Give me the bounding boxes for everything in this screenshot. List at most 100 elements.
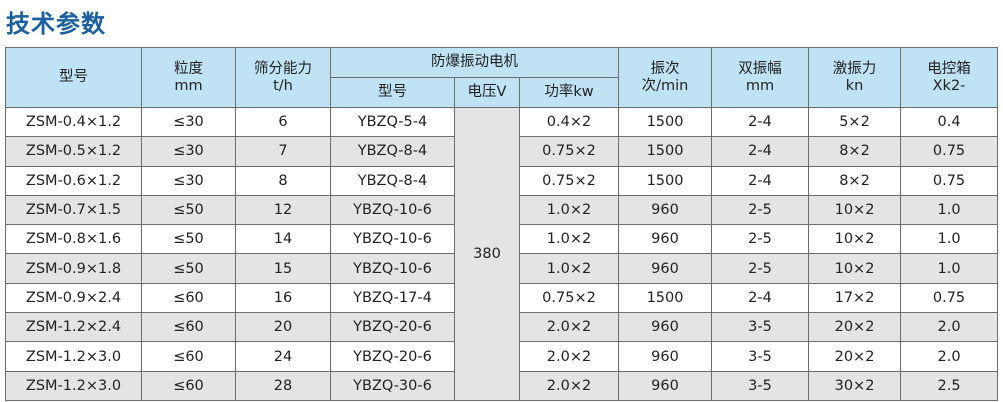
table-cell: ≤60 <box>141 312 236 343</box>
table-cell: YBZQ-10-6 <box>330 194 455 226</box>
table-cell: 960 <box>618 312 713 343</box>
table-cell: YBZQ-8-4 <box>330 165 455 196</box>
header-force: 激振力 kn <box>808 47 902 108</box>
table-cell: 1500 <box>618 106 713 138</box>
header-motor-group: 防爆振动电机 <box>329 47 620 78</box>
table-row: ZSM-0.9×1.8 ≤50 15 YBZQ-10-6 1.0×2 960 2-5 10×2… <box>5 253 999 284</box>
table-cell: ≤60 <box>141 370 236 401</box>
table-cell: YBZQ-20-6 <box>330 341 455 372</box>
table-cell: YBZQ-5-4 <box>330 106 455 138</box>
table-cell: 2-5 <box>711 194 810 226</box>
table-cell: 28 <box>235 370 331 401</box>
table-cell: ≤30 <box>141 106 236 138</box>
table-row: ZSM-1.2×3.0 ≤60 24 YBZQ-20-6 2.0×2 960 3-5 20×2… <box>5 341 999 372</box>
header-frequency: 振次 次/min <box>618 47 713 108</box>
table-cell: 2-4 <box>711 282 810 314</box>
table-cell: ZSM-0.9×2.4 <box>5 282 142 314</box>
table-cell: 5×2 <box>808 106 902 138</box>
table-cell: 1.0×2 <box>518 224 620 255</box>
table-cell: ZSM-0.6×1.2 <box>5 165 142 196</box>
table-cell: ≤60 <box>141 341 236 372</box>
table-cell: 2.0 <box>900 341 999 372</box>
table-cell: 2.0 <box>900 312 999 343</box>
table-cell: 10×2 <box>808 224 902 255</box>
table-cell: 24 <box>235 341 331 372</box>
table-cell: 960 <box>618 370 713 401</box>
table-cell: ZSM-0.4×1.2 <box>5 106 142 138</box>
table-row: ZSM-1.2×3.0 ≤60 28 YBZQ-30-6 2.0×2 960 3-5 30×2… <box>5 370 999 401</box>
table-cell: 0.75 <box>900 136 999 167</box>
table-cell: 0.4×2 <box>518 106 620 138</box>
header-amplitude: 双振幅 mm <box>711 47 810 108</box>
header-capacity: 筛分能力 t/h <box>235 47 331 108</box>
table-cell: ZSM-1.2×3.0 <box>5 341 142 372</box>
table-cell: ≤30 <box>141 136 236 167</box>
page-title: 技术参数 <box>6 10 106 38</box>
table-cell: 6 <box>235 106 331 138</box>
table-cell: YBZQ-10-6 <box>330 224 455 255</box>
header-motor-power: 功率kw <box>518 77 620 108</box>
table-cell: 0.75 <box>900 282 999 314</box>
table-cell: 2.0×2 <box>518 370 620 401</box>
table-cell: 3-5 <box>711 312 810 343</box>
spec-table: 型号 粒度 mm 筛分能力 t/h 防爆振动电机 振次 次/min 双振幅 mm 激振力… <box>5 47 999 401</box>
table-cell: 8 <box>235 165 331 196</box>
table-cell: 8×2 <box>808 165 902 196</box>
table-row: ZSM-0.9×2.4 ≤60 16 YBZQ-17-4 0.75×2 1500 2-4 17… <box>5 282 999 314</box>
table-cell: 2.5 <box>900 370 999 401</box>
table-cell: 15 <box>235 253 331 284</box>
voltage-cell: 380 <box>454 107 520 401</box>
table-cell: ≤50 <box>141 224 236 255</box>
table-cell: 3-5 <box>711 370 810 401</box>
header-granularity: 粒度 mm <box>141 47 236 108</box>
table-cell: ZSM-0.7×1.5 <box>5 194 142 226</box>
table-cell: 17×2 <box>808 282 902 314</box>
table-cell: 16 <box>235 282 331 314</box>
table-cell: 960 <box>618 341 713 372</box>
table-cell: ZSM-0.5×1.2 <box>5 136 142 167</box>
table-cell: 2-5 <box>711 253 810 284</box>
table-cell: ZSM-0.9×1.8 <box>5 253 142 284</box>
table-cell: 1.0 <box>900 224 999 255</box>
header-control-box: 电控箱 Xk2- <box>900 47 999 108</box>
table-cell: 20 <box>235 312 331 343</box>
table-cell: 1.0 <box>900 253 999 284</box>
table-cell: 1.0×2 <box>518 253 620 284</box>
table-cell: 3-5 <box>711 341 810 372</box>
table-cell: 20×2 <box>808 312 902 343</box>
table-cell: YBZQ-10-6 <box>330 253 455 284</box>
table-cell: 0.75×2 <box>518 165 620 196</box>
table-cell: 1500 <box>618 282 713 314</box>
table-cell: ZSM-1.2×3.0 <box>5 370 142 401</box>
table-cell: 1.0×2 <box>518 194 620 226</box>
table-cell: 8×2 <box>808 136 902 167</box>
header-model: 型号 <box>5 47 142 108</box>
header-motor-model: 型号 <box>330 77 455 108</box>
table-cell: 0.75×2 <box>518 136 620 167</box>
table-cell: 0.75 <box>900 165 999 196</box>
table-cell: ≤50 <box>141 253 236 284</box>
table-cell: ≤50 <box>141 194 236 226</box>
table-cell: ≤30 <box>141 165 236 196</box>
header-motor-voltage: 电压V <box>454 77 520 108</box>
table-cell: ZSM-0.8×1.6 <box>5 224 142 255</box>
table-cell: YBZQ-20-6 <box>330 312 455 343</box>
table-cell: 12 <box>235 194 331 226</box>
table-row: ZSM-0.7×1.5 ≤50 12 YBZQ-10-6 1.0×2 960 2-5 10×2… <box>5 194 999 226</box>
table-cell: 20×2 <box>808 341 902 372</box>
table-cell: 1500 <box>618 165 713 196</box>
table-cell: 960 <box>618 253 713 284</box>
table-cell: 960 <box>618 224 713 255</box>
table-cell: YBZQ-17-4 <box>330 282 455 314</box>
table-cell: 14 <box>235 224 331 255</box>
table-cell: 10×2 <box>808 253 902 284</box>
table-cell: ≤60 <box>141 282 236 314</box>
table-cell: 960 <box>618 194 713 226</box>
table-cell: 2.0×2 <box>518 312 620 343</box>
table-cell: 0.75×2 <box>518 282 620 314</box>
table-cell: 0.4 <box>900 106 999 138</box>
table-cell: 2.0×2 <box>518 341 620 372</box>
table-row: ZSM-0.8×1.6 ≤50 14 YBZQ-10-6 1.0×2 960 2-5 10×2… <box>5 224 999 255</box>
table-cell: YBZQ-8-4 <box>330 136 455 167</box>
table-cell: 10×2 <box>808 194 902 226</box>
